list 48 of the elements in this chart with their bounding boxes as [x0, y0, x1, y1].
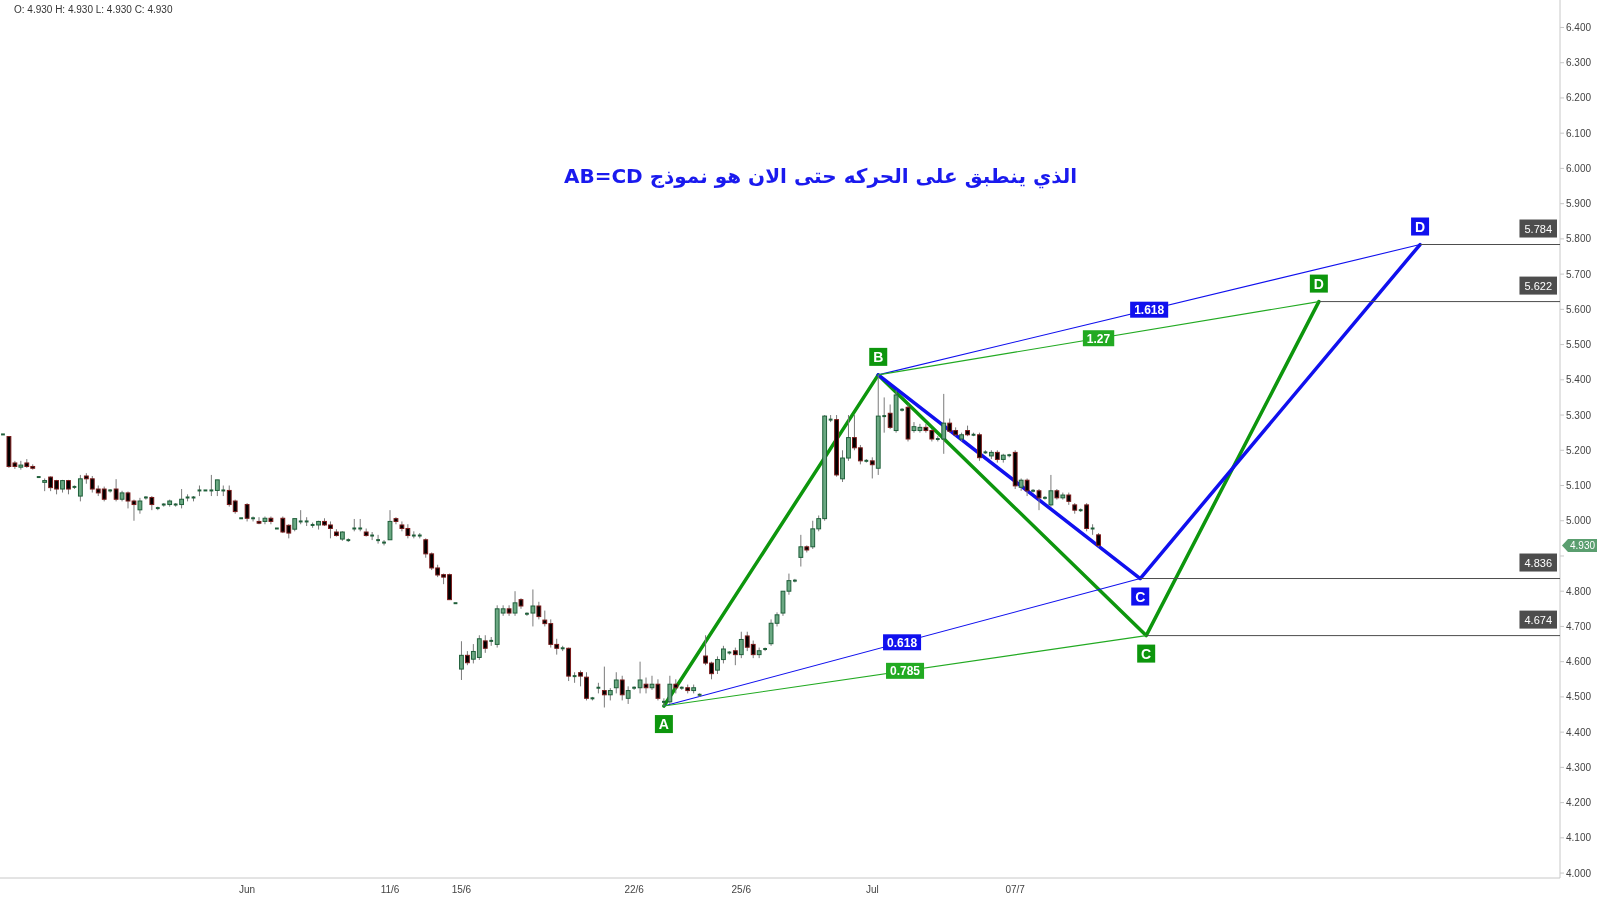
annotation: 0.785	[890, 664, 921, 679]
annotation: 1.618	[1134, 303, 1165, 318]
y-tick-label: 5.500	[1566, 339, 1592, 351]
x-tick-label: Jul	[865, 884, 879, 895]
ref-line-label: 4.836	[1524, 556, 1552, 569]
y-tick-label: 6.100	[1566, 127, 1592, 139]
y-tick-label: 5.400	[1566, 374, 1592, 386]
annotation: C	[1141, 645, 1152, 662]
y-tick-label: 6.400	[1566, 21, 1592, 33]
y-tick-label: 5.800	[1566, 233, 1592, 245]
x-tick-label: 25/6	[731, 884, 752, 895]
x-tick-label: 07/7	[1005, 884, 1026, 895]
y-tick-label: 4.800	[1566, 585, 1592, 597]
annotation: 1.27	[1086, 331, 1111, 346]
y-tick-label: 5.200	[1566, 444, 1592, 456]
y-tick-label: 6.300	[1566, 57, 1592, 69]
annotation: 0.618	[887, 635, 918, 650]
x-tick-label: 15/6	[451, 884, 472, 895]
x-tick-label: 11/6	[380, 884, 400, 895]
text: الذي ينطبق على الحركه حتى الان هو نموذج AB=CD	[563, 163, 1078, 189]
y-tick-label: 5.900	[1566, 198, 1592, 210]
annotation: D	[1313, 275, 1324, 292]
y-tick-label: 5.700	[1566, 268, 1592, 280]
y-tick-label: 4.600	[1566, 656, 1592, 668]
x-tick-label: 22/6	[624, 884, 645, 895]
y-tick-label: 6.000	[1566, 162, 1592, 174]
ref-line-label: 4.674	[1524, 613, 1552, 626]
annotation: D	[1415, 218, 1426, 235]
y-tick-label: 5.100	[1566, 480, 1592, 492]
annotation: A	[658, 716, 669, 733]
y-tick-label: 5.300	[1566, 409, 1592, 421]
x-tick-label: Jun	[239, 884, 256, 895]
text: 4.930	[1570, 540, 1596, 552]
y-tick-label: 5.600	[1566, 303, 1592, 315]
y-tick-label: 4.700	[1566, 620, 1592, 632]
y-tick-label: 4.300	[1566, 761, 1592, 773]
ref-line-label: 5.622	[1524, 279, 1552, 292]
y-tick-label: 4.000	[1566, 867, 1592, 879]
y-tick-label: 4.100	[1566, 832, 1592, 844]
y-tick-label: 6.200	[1566, 92, 1592, 104]
annotation: O: 4.930 H: 4.930 L: 4.930 C: 4.930	[14, 4, 173, 15]
y-tick-label: 4.500	[1566, 691, 1592, 703]
annotation: B	[873, 348, 884, 365]
y-tick-label: 4.200	[1566, 797, 1592, 809]
ref-line-label: 5.784	[1524, 222, 1552, 235]
y-tick-label: 4.400	[1566, 726, 1592, 738]
y-tick-label: 5.000	[1566, 515, 1592, 527]
annotation: C	[1135, 588, 1146, 605]
